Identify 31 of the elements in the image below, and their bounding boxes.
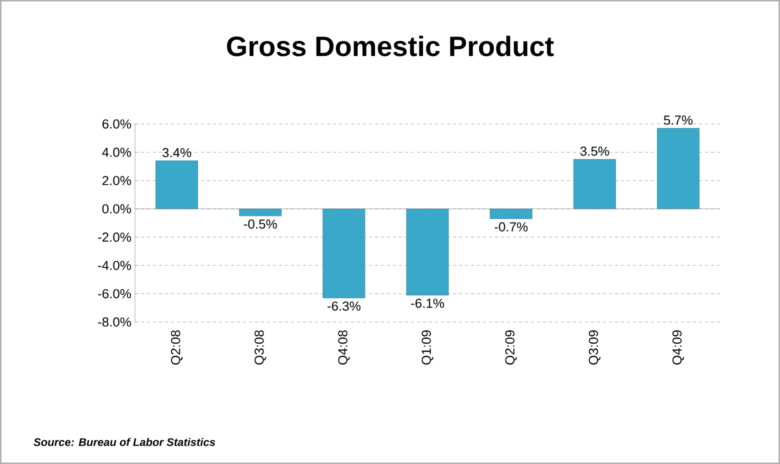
data-label: -0.5% xyxy=(244,219,277,229)
bar xyxy=(156,160,198,210)
x-tick-label: Q3:09 xyxy=(588,330,600,365)
y-tick-label: -8.0% xyxy=(98,317,132,327)
bar xyxy=(322,208,366,298)
bar xyxy=(657,128,700,210)
x-tick-label: Q4:08 xyxy=(338,330,350,365)
source-note: Source: Bureau of Labor Statistics xyxy=(34,438,216,446)
y-tick-label: -4.0% xyxy=(98,260,132,270)
bar xyxy=(406,208,449,296)
x-tick-label: Q4:09 xyxy=(672,330,684,365)
data-label: -0.7% xyxy=(494,222,528,232)
bar xyxy=(573,159,616,210)
y-tick-label: -6.0% xyxy=(98,289,132,298)
bar xyxy=(239,208,282,216)
bar xyxy=(490,208,532,219)
y-tick-label: 2.0% xyxy=(102,176,132,186)
y-tick-label: 0.0% xyxy=(102,204,132,214)
x-tick-label: Q2:09 xyxy=(505,330,517,365)
chart-title: Gross Domestic Product xyxy=(226,36,554,56)
data-label: -6.1% xyxy=(411,298,444,308)
y-tick-label: -2.0% xyxy=(98,232,132,242)
x-tick-label: Q3:08 xyxy=(254,330,266,365)
data-label: 3.4% xyxy=(162,148,192,158)
y-tick-label: 4.0% xyxy=(102,148,132,157)
data-label: -6.3% xyxy=(328,301,360,311)
x-tick-label: Q1:09 xyxy=(422,330,434,365)
y-tick-label: 6.0% xyxy=(102,119,132,129)
data-label: 5.7% xyxy=(664,116,693,125)
data-label: 3.5% xyxy=(580,146,609,156)
x-tick-label: Q2:08 xyxy=(171,330,183,365)
